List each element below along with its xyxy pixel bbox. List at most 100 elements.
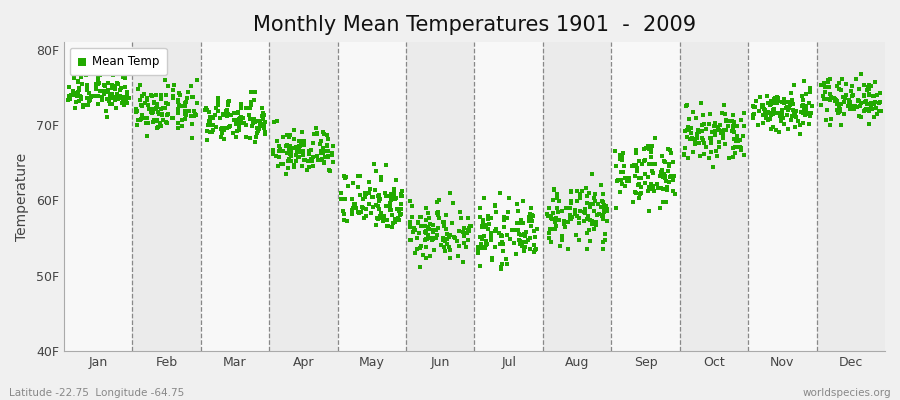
- Mean Temp: [849, 76, 863, 82]
- Mean Temp: [201, 122, 215, 128]
- Mean Temp: [374, 176, 389, 183]
- Bar: [611, 42, 680, 351]
- Mean Temp: [794, 109, 808, 115]
- Mean Temp: [680, 102, 694, 108]
- Mean Temp: [284, 158, 298, 165]
- Mean Temp: [513, 232, 527, 238]
- Mean Temp: [255, 113, 269, 119]
- Mean Temp: [796, 78, 811, 85]
- Mean Temp: [439, 225, 454, 232]
- Mean Temp: [496, 248, 510, 254]
- Mean Temp: [785, 96, 799, 103]
- Mean Temp: [707, 132, 722, 138]
- Mean Temp: [706, 123, 721, 130]
- Mean Temp: [67, 90, 81, 96]
- Mean Temp: [482, 221, 497, 227]
- Mean Temp: [199, 105, 213, 112]
- Mean Temp: [680, 127, 694, 134]
- Mean Temp: [367, 186, 382, 193]
- Mean Temp: [101, 87, 115, 94]
- Mean Temp: [133, 97, 148, 103]
- Mean Temp: [655, 153, 670, 159]
- Mean Temp: [253, 122, 267, 129]
- Mean Temp: [283, 132, 297, 138]
- Mean Temp: [338, 174, 353, 180]
- Mean Temp: [89, 81, 104, 88]
- Mean Temp: [857, 92, 871, 99]
- Mean Temp: [393, 190, 408, 197]
- Mean Temp: [766, 110, 780, 117]
- Mean Temp: [795, 102, 809, 109]
- Mean Temp: [361, 190, 375, 196]
- Mean Temp: [76, 80, 90, 87]
- Mean Temp: [252, 126, 266, 132]
- Mean Temp: [526, 242, 541, 249]
- Mean Temp: [156, 117, 170, 124]
- Mean Temp: [726, 123, 741, 130]
- Mean Temp: [662, 179, 676, 186]
- Mean Temp: [842, 99, 857, 106]
- Mean Temp: [546, 210, 561, 216]
- Mean Temp: [91, 67, 105, 74]
- Mean Temp: [597, 212, 611, 218]
- Mean Temp: [562, 212, 577, 218]
- Mean Temp: [405, 214, 419, 220]
- Mean Temp: [79, 87, 94, 93]
- Mean Temp: [634, 161, 649, 168]
- Mean Temp: [650, 181, 664, 188]
- Mean Temp: [692, 129, 706, 136]
- Mean Temp: [850, 97, 865, 104]
- Mean Temp: [772, 113, 787, 120]
- Mean Temp: [477, 233, 491, 239]
- Mean Temp: [814, 82, 828, 88]
- Mean Temp: [179, 112, 194, 118]
- Mean Temp: [284, 153, 298, 159]
- Mean Temp: [426, 236, 440, 242]
- Mean Temp: [301, 158, 315, 164]
- Mean Temp: [188, 111, 202, 118]
- Mean Temp: [140, 101, 155, 108]
- Mean Temp: [747, 110, 761, 117]
- Mean Temp: [413, 213, 428, 220]
- Mean Temp: [766, 107, 780, 113]
- Mean Temp: [346, 205, 360, 212]
- Mean Temp: [414, 242, 428, 249]
- Mean Temp: [707, 120, 722, 126]
- Mean Temp: [119, 98, 133, 104]
- Mean Temp: [525, 223, 539, 230]
- Mean Temp: [67, 74, 81, 81]
- Mean Temp: [586, 201, 600, 207]
- Mean Temp: [696, 112, 710, 118]
- Mean Temp: [375, 215, 390, 221]
- Mean Temp: [554, 208, 569, 214]
- Mean Temp: [250, 125, 265, 131]
- Mean Temp: [283, 151, 297, 158]
- Mean Temp: [373, 193, 387, 199]
- Bar: [406, 42, 474, 351]
- Mean Temp: [471, 247, 485, 254]
- Mean Temp: [270, 138, 284, 144]
- Mean Temp: [873, 99, 887, 106]
- Mean Temp: [645, 186, 660, 192]
- Mean Temp: [158, 77, 172, 84]
- Mean Temp: [287, 162, 302, 168]
- Mean Temp: [726, 127, 741, 133]
- Mean Temp: [834, 86, 849, 93]
- Mean Temp: [306, 154, 320, 160]
- Mean Temp: [781, 98, 796, 105]
- Mean Temp: [387, 190, 401, 197]
- Mean Temp: [292, 146, 306, 152]
- Mean Temp: [316, 144, 330, 151]
- Mean Temp: [585, 218, 599, 224]
- Mean Temp: [337, 217, 351, 224]
- Mean Temp: [153, 120, 167, 126]
- Mean Temp: [661, 146, 675, 152]
- Mean Temp: [222, 123, 237, 130]
- Mean Temp: [269, 118, 284, 124]
- Mean Temp: [95, 94, 110, 100]
- Mean Temp: [746, 112, 760, 118]
- Mean Temp: [767, 96, 781, 102]
- Mean Temp: [248, 134, 263, 140]
- Mean Temp: [421, 235, 436, 241]
- Mean Temp: [872, 98, 886, 105]
